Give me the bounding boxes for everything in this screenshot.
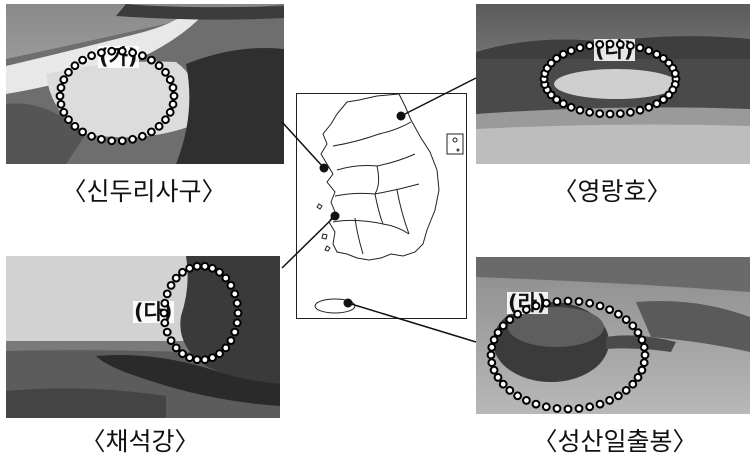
caption-sinduri: 〈신두리사구〉 [61,177,227,206]
korea-map [296,93,467,319]
photo-yeongnang-lake [476,4,750,164]
caption-seongsan: 〈성산일출봉〉 [532,427,698,456]
ring-na [539,39,681,119]
connector-lines [281,77,477,343]
map-location-dots [319,111,406,308]
photo-seongsan-ilchulbong [476,257,750,414]
ring-da [159,261,243,365]
dotted-ellipses [55,39,681,414]
ring-ga [55,46,179,146]
ring-ra [486,296,650,414]
caption-chaeseokgang: 〈채석강〉 [80,427,200,456]
caption-yeongnang: 〈영랑호〉 [552,177,672,206]
